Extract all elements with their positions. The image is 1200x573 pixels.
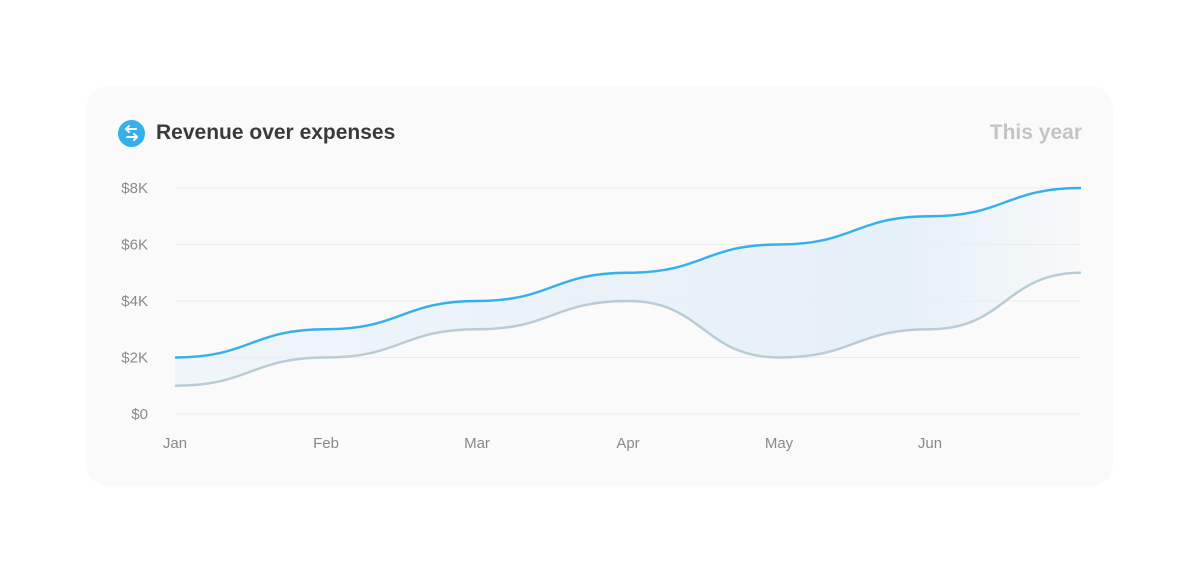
x-tick-label: Apr <box>616 435 639 452</box>
period-selector[interactable]: This year <box>989 121 1082 144</box>
y-tick-label: $4K <box>121 293 148 310</box>
x-tick-label: Mar <box>464 435 490 452</box>
x-tick-label: Jun <box>918 435 942 452</box>
series-line-expenses <box>174 271 1082 387</box>
x-tick-label: Jan <box>163 435 187 452</box>
y-tick-label: $6K <box>121 237 148 254</box>
y-tick-label: $2K <box>121 350 148 367</box>
y-tick-label: $0 <box>131 406 148 423</box>
x-tick-label: May <box>765 435 794 452</box>
series-line-revenue <box>174 186 1082 359</box>
chart-title: Revenue over expenses <box>156 121 396 144</box>
swap-arrows-icon <box>118 120 145 147</box>
x-tick-label: Feb <box>313 435 339 452</box>
area-between-series <box>175 188 1081 386</box>
y-tick-label: $8K <box>121 180 148 197</box>
